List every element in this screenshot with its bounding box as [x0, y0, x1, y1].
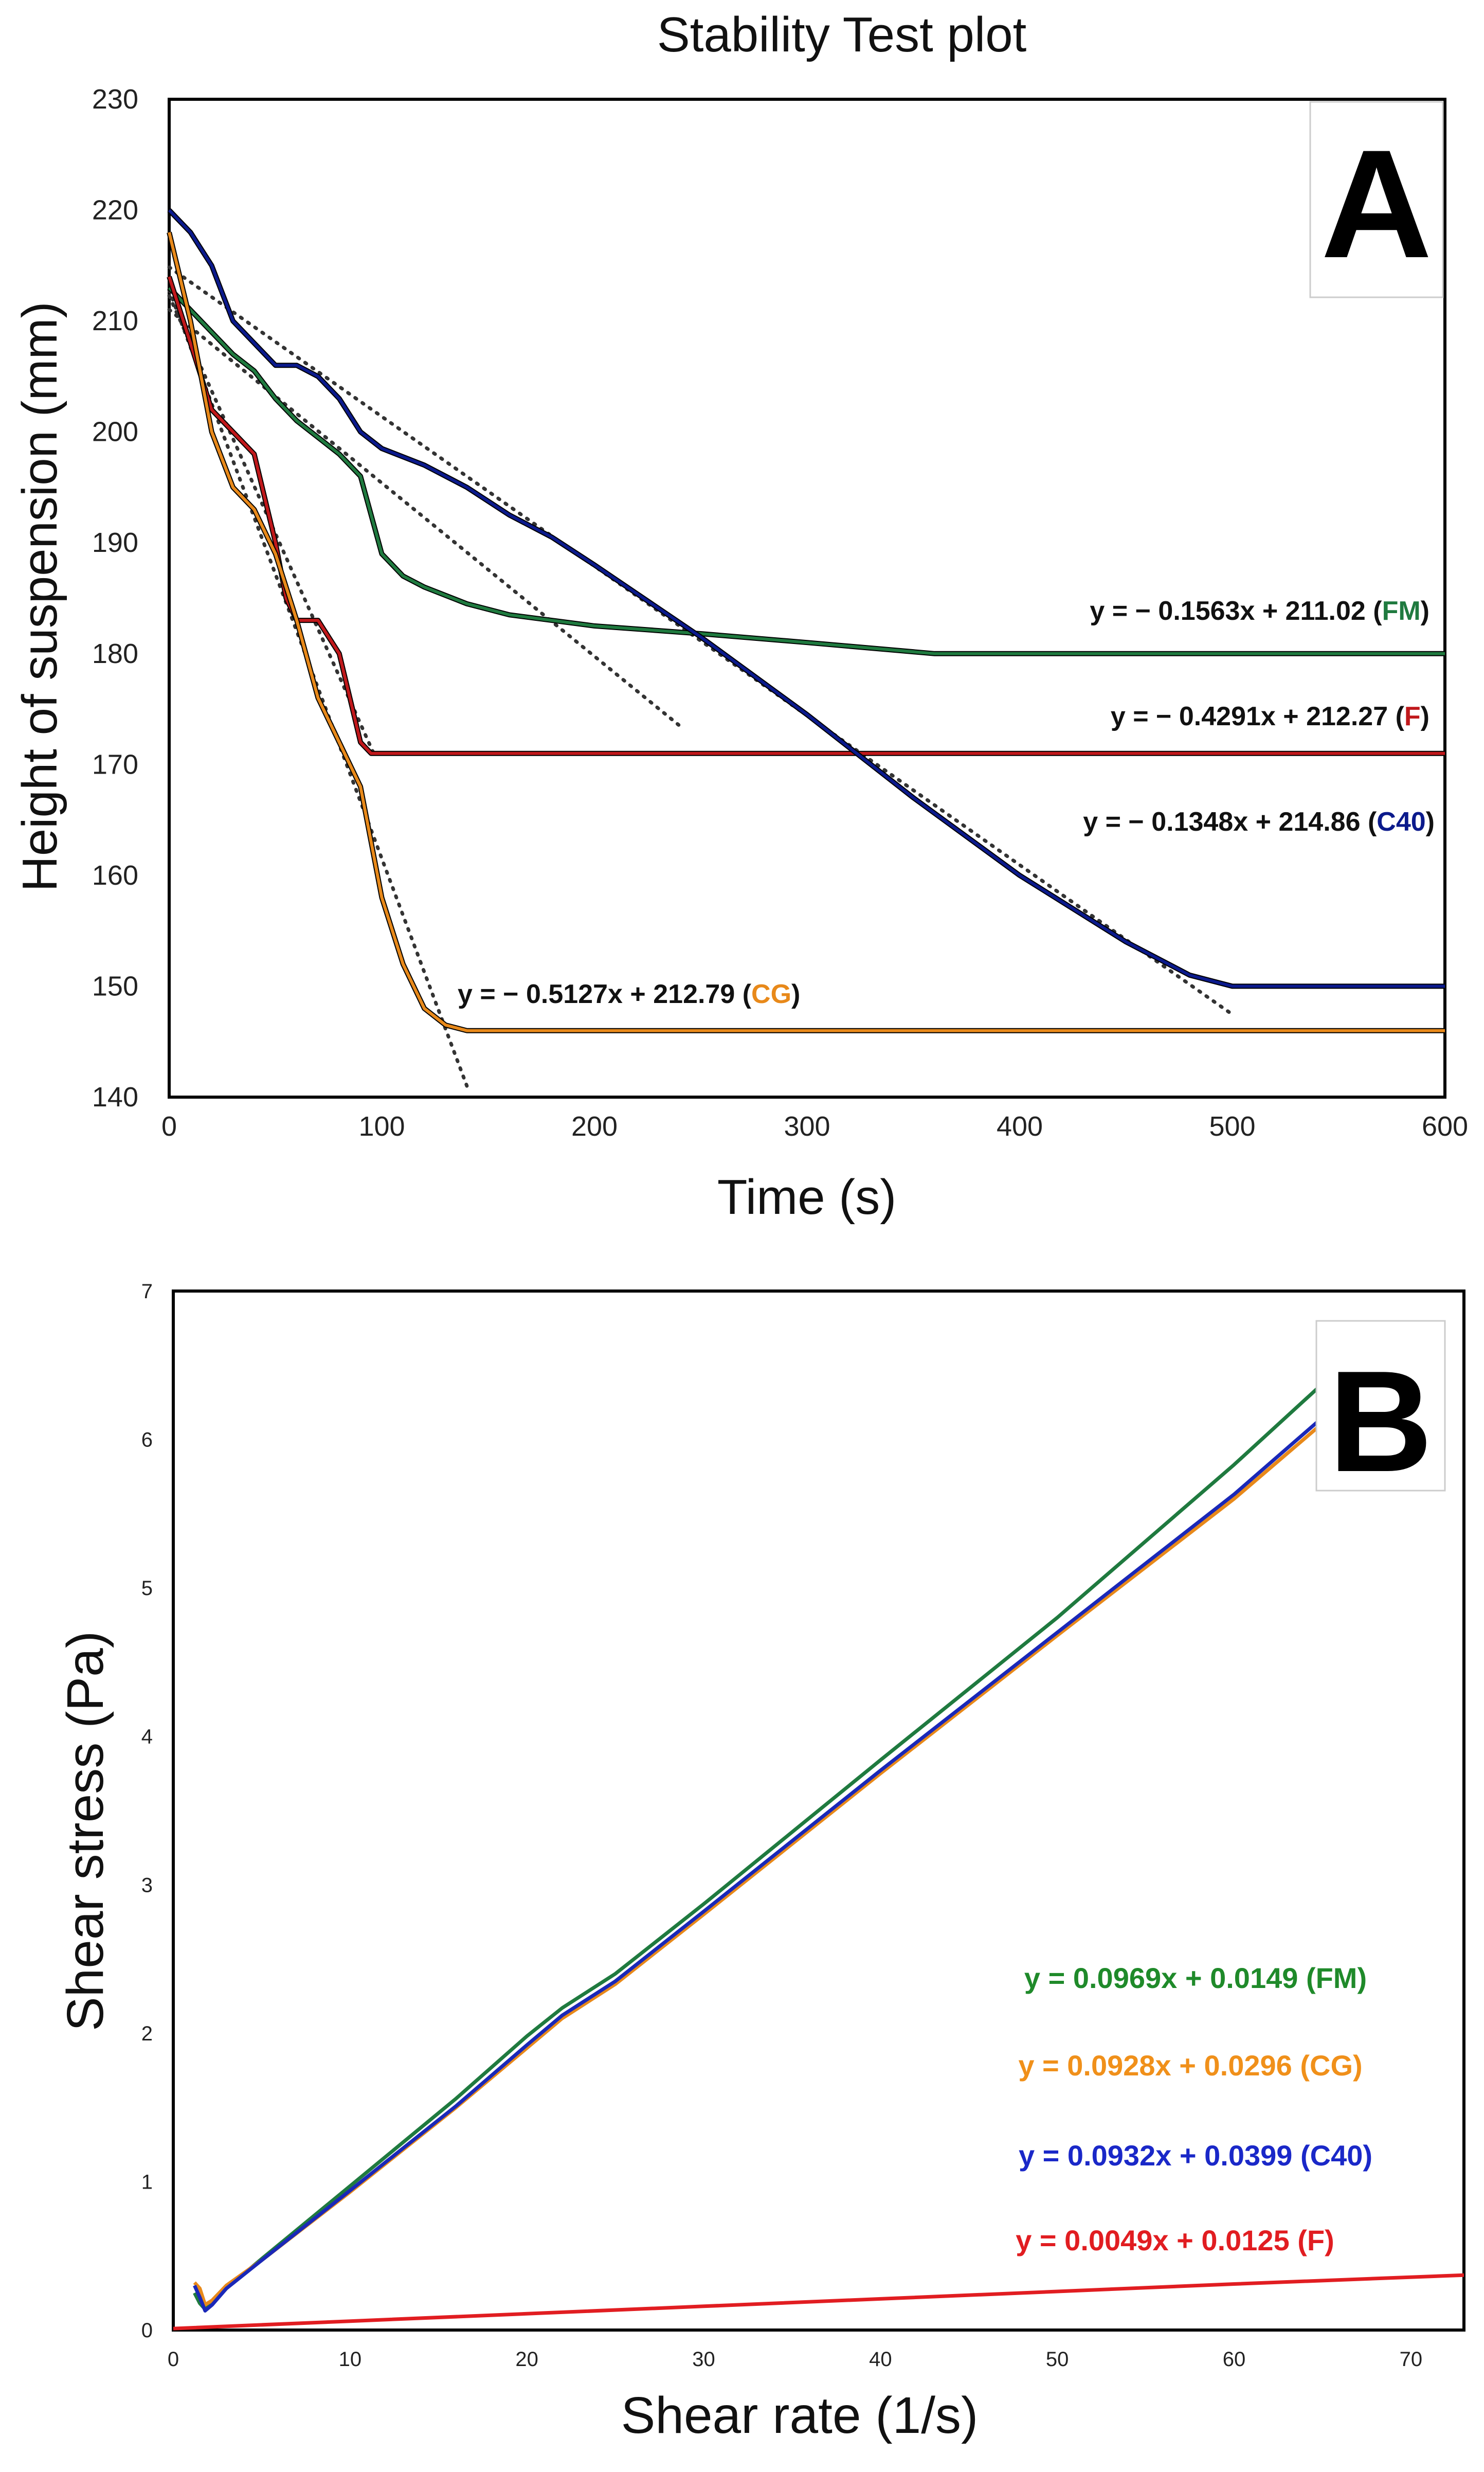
panel-b-label-box [1315, 1320, 1446, 1492]
annotation-cg: y = − 0.5127x + 212.79 (CG) [458, 979, 800, 1009]
annotation-cg-tag: CG [751, 979, 791, 1009]
panel-a-y-tick-230: 230 [92, 84, 138, 115]
annotation-c40-prefix: y = − 0.1348x + 214.86 ( [1083, 807, 1377, 837]
annotation-c40: y = − 0.1348x + 214.86 (C40) [1083, 807, 1435, 837]
panel-b-x-tick-70: 70 [1400, 2348, 1423, 2371]
panel-a-y-tick-170: 170 [92, 749, 138, 780]
panel-b-x-tick-30: 30 [692, 2348, 715, 2371]
annotation-fm-suffix: ) [1421, 596, 1429, 626]
annotation-fm-tag: FM [1382, 596, 1421, 626]
trendline-cg [167, 288, 469, 1088]
annotation-c40-suffix: ) [1426, 807, 1435, 837]
annotation-b-c40: y = 0.0932x + 0.0399 (C40) [1019, 2139, 1372, 2172]
panel-b-x-tick-20: 20 [515, 2348, 538, 2371]
panel-b-x-tick-50: 50 [1046, 2348, 1069, 2371]
panel-a-label-box [1309, 101, 1444, 298]
panel-a-x-tick-300: 300 [784, 1111, 830, 1142]
panel-a-y-tick-190: 190 [92, 527, 138, 558]
panel-b-y-tick-4: 4 [141, 1726, 153, 1748]
series-cg-line [168, 231, 1445, 1032]
series-fm-line [168, 286, 1445, 655]
panel-b-y-tick-0: 0 [141, 2319, 153, 2342]
panel-b-x-tick-0: 0 [168, 2348, 179, 2371]
panel-a-y-tick-210: 210 [92, 306, 138, 336]
shear-series-c40 [193, 1408, 1333, 2313]
panel-a-series [167, 208, 1445, 1033]
panel-b-x-tick-10: 10 [339, 2348, 362, 2371]
panel-b-x-axis-label: Shear rate (1/s) [621, 2387, 979, 2444]
panel-a-title: Stability Test plot [657, 7, 1027, 62]
panel-b-y-ticks: 0 1 2 3 4 5 6 7 [141, 1280, 153, 2342]
series-c40-line [168, 209, 1445, 988]
panel-b-y-tick-7: 7 [141, 1280, 153, 1303]
panel-b-x-tick-40: 40 [869, 2348, 892, 2371]
panel-a-plot-area [168, 98, 1446, 1099]
panel-a-x-tick-100: 100 [358, 1111, 405, 1142]
panel-a-y-tick-180: 180 [92, 638, 138, 669]
panel-b-y-axis-label: Shear stress (Pa) [57, 1631, 114, 2031]
panel-a-y-ticks: 140 150 160 170 180 190 200 210 220 230 [92, 84, 138, 1113]
series-fm [167, 285, 1445, 656]
series-f-line [168, 276, 1445, 755]
panel-b-x-tick-60: 60 [1223, 2348, 1246, 2371]
panel-a-y-tick-220: 220 [92, 195, 138, 226]
annotation-cg-prefix: y = − 0.5127x + 212.79 ( [458, 979, 752, 1009]
annotation-b-fm: y = 0.0969x + 0.0149 (FM) [1024, 1962, 1367, 1994]
panel-b: 0 1 2 3 4 5 6 7 0 10 20 30 40 50 60 70 y = 0.0969x + 0… [57, 1280, 1465, 2444]
panel-a-x-ticks: 0 100 200 300 400 500 600 [161, 1111, 1468, 1142]
panel-b-y-tick-2: 2 [141, 2022, 153, 2045]
panel-b-label: B [1329, 1341, 1433, 1502]
annotation-fm-prefix: y = − 0.1563x + 211.02 ( [1090, 596, 1382, 626]
trendline-c40 [167, 265, 1234, 1016]
panel-b-y-tick-1: 1 [141, 2171, 153, 2193]
panel-b-y-tick-6: 6 [141, 1429, 153, 1452]
panel-a-label: A [1321, 117, 1433, 290]
series-c40 [167, 208, 1445, 989]
annotation-f-tag: F [1404, 702, 1421, 731]
panel-b-series [173, 1374, 1464, 2331]
panel-a-x-tick-400: 400 [997, 1111, 1043, 1142]
panel-a-y-tick-150: 150 [92, 971, 138, 1001]
shear-series-f [173, 2273, 1464, 2331]
panel-a: Stability Test plot 140 150 160 170 180 190 20… [12, 7, 1468, 1225]
annotation-f-suffix: ) [1421, 702, 1429, 731]
panel-b-y-tick-5: 5 [141, 1577, 153, 1600]
panel-a-y-tick-140: 140 [92, 1082, 138, 1113]
panel-a-y-tick-160: 160 [92, 860, 138, 891]
panel-b-y-tick-3: 3 [141, 1874, 153, 1896]
panel-a-x-axis-label: Time (s) [717, 1170, 896, 1225]
panel-b-x-ticks: 0 10 20 30 40 50 60 70 [168, 2348, 1422, 2371]
annotation-f-prefix: y = − 0.4291x + 212.27 ( [1111, 702, 1405, 731]
annotation-b-cg: y = 0.0928x + 0.0296 (CG) [1018, 2049, 1362, 2082]
annotation-f: y = − 0.4291x + 212.27 (F) [1111, 702, 1429, 731]
panel-a-x-tick-500: 500 [1209, 1111, 1255, 1142]
annotation-c40-tag: C40 [1377, 807, 1425, 837]
series-cg [167, 231, 1445, 1033]
panel-a-x-tick-600: 600 [1422, 1111, 1468, 1142]
panel-a-y-tick-200: 200 [92, 417, 138, 447]
panel-a-x-tick-0: 0 [161, 1111, 177, 1142]
panel-a-y-axis-label: Height of suspension (mm) [12, 301, 67, 891]
annotation-fm: y = − 0.1563x + 211.02 (FM) [1090, 596, 1429, 626]
annotation-b-f: y = 0.0049x + 0.0125 (F) [1016, 2224, 1334, 2256]
annotation-cg-suffix: ) [791, 979, 800, 1009]
series-f [167, 276, 1445, 756]
panel-a-x-tick-200: 200 [571, 1111, 618, 1142]
